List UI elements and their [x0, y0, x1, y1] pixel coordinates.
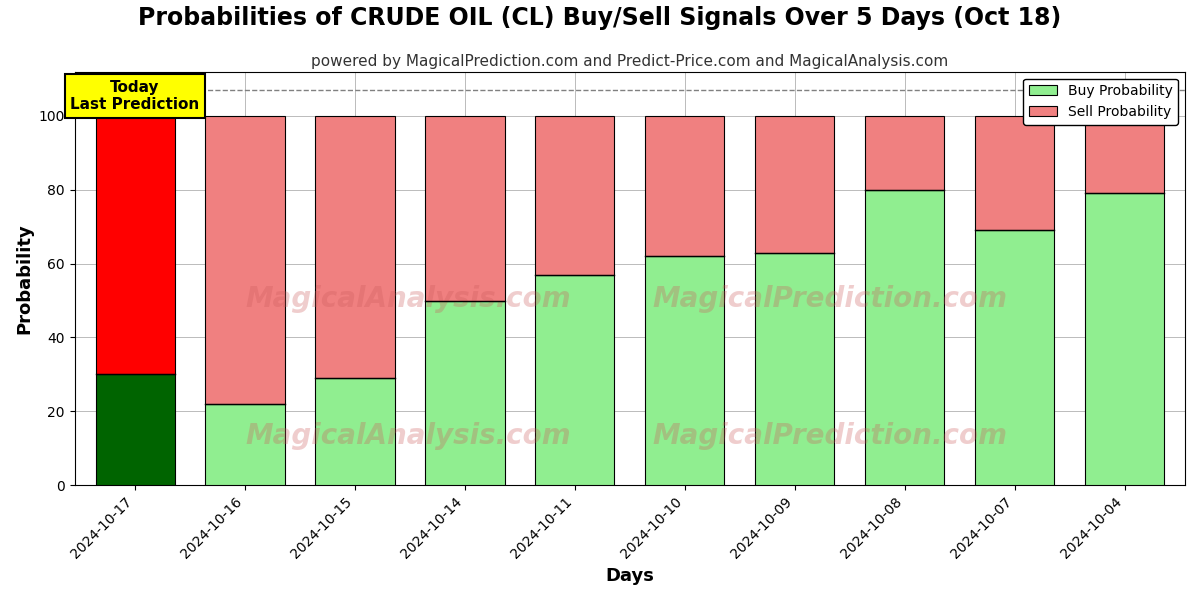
- Bar: [96, 374, 175, 485]
- Bar: [535, 275, 614, 485]
- X-axis label: Days: Days: [605, 567, 654, 585]
- Bar: [865, 190, 944, 485]
- Bar: [976, 230, 1054, 485]
- Bar: [646, 256, 725, 485]
- Bar: [865, 116, 944, 190]
- Text: MagicalPrediction.com: MagicalPrediction.com: [652, 285, 1007, 313]
- Bar: [646, 116, 725, 256]
- Text: MagicalAnalysis.com: MagicalAnalysis.com: [245, 422, 570, 449]
- Bar: [976, 116, 1054, 230]
- Bar: [316, 116, 395, 378]
- Bar: [205, 404, 284, 485]
- Bar: [205, 116, 284, 404]
- Bar: [1085, 116, 1164, 193]
- Bar: [1085, 193, 1164, 485]
- Bar: [316, 378, 395, 485]
- Legend: Buy Probability, Sell Probability: Buy Probability, Sell Probability: [1024, 79, 1178, 125]
- Title: powered by MagicalPrediction.com and Predict-Price.com and MagicalAnalysis.com: powered by MagicalPrediction.com and Pre…: [311, 54, 948, 69]
- Bar: [96, 116, 175, 374]
- Text: Today
Last Prediction: Today Last Prediction: [71, 80, 199, 112]
- Bar: [425, 116, 504, 301]
- Bar: [425, 301, 504, 485]
- Text: MagicalAnalysis.com: MagicalAnalysis.com: [245, 285, 570, 313]
- Text: MagicalPrediction.com: MagicalPrediction.com: [652, 422, 1007, 449]
- Bar: [755, 253, 834, 485]
- Text: Probabilities of CRUDE OIL (CL) Buy/Sell Signals Over 5 Days (Oct 18): Probabilities of CRUDE OIL (CL) Buy/Sell…: [138, 6, 1062, 30]
- Bar: [755, 116, 834, 253]
- Y-axis label: Probability: Probability: [16, 223, 34, 334]
- Bar: [535, 116, 614, 275]
